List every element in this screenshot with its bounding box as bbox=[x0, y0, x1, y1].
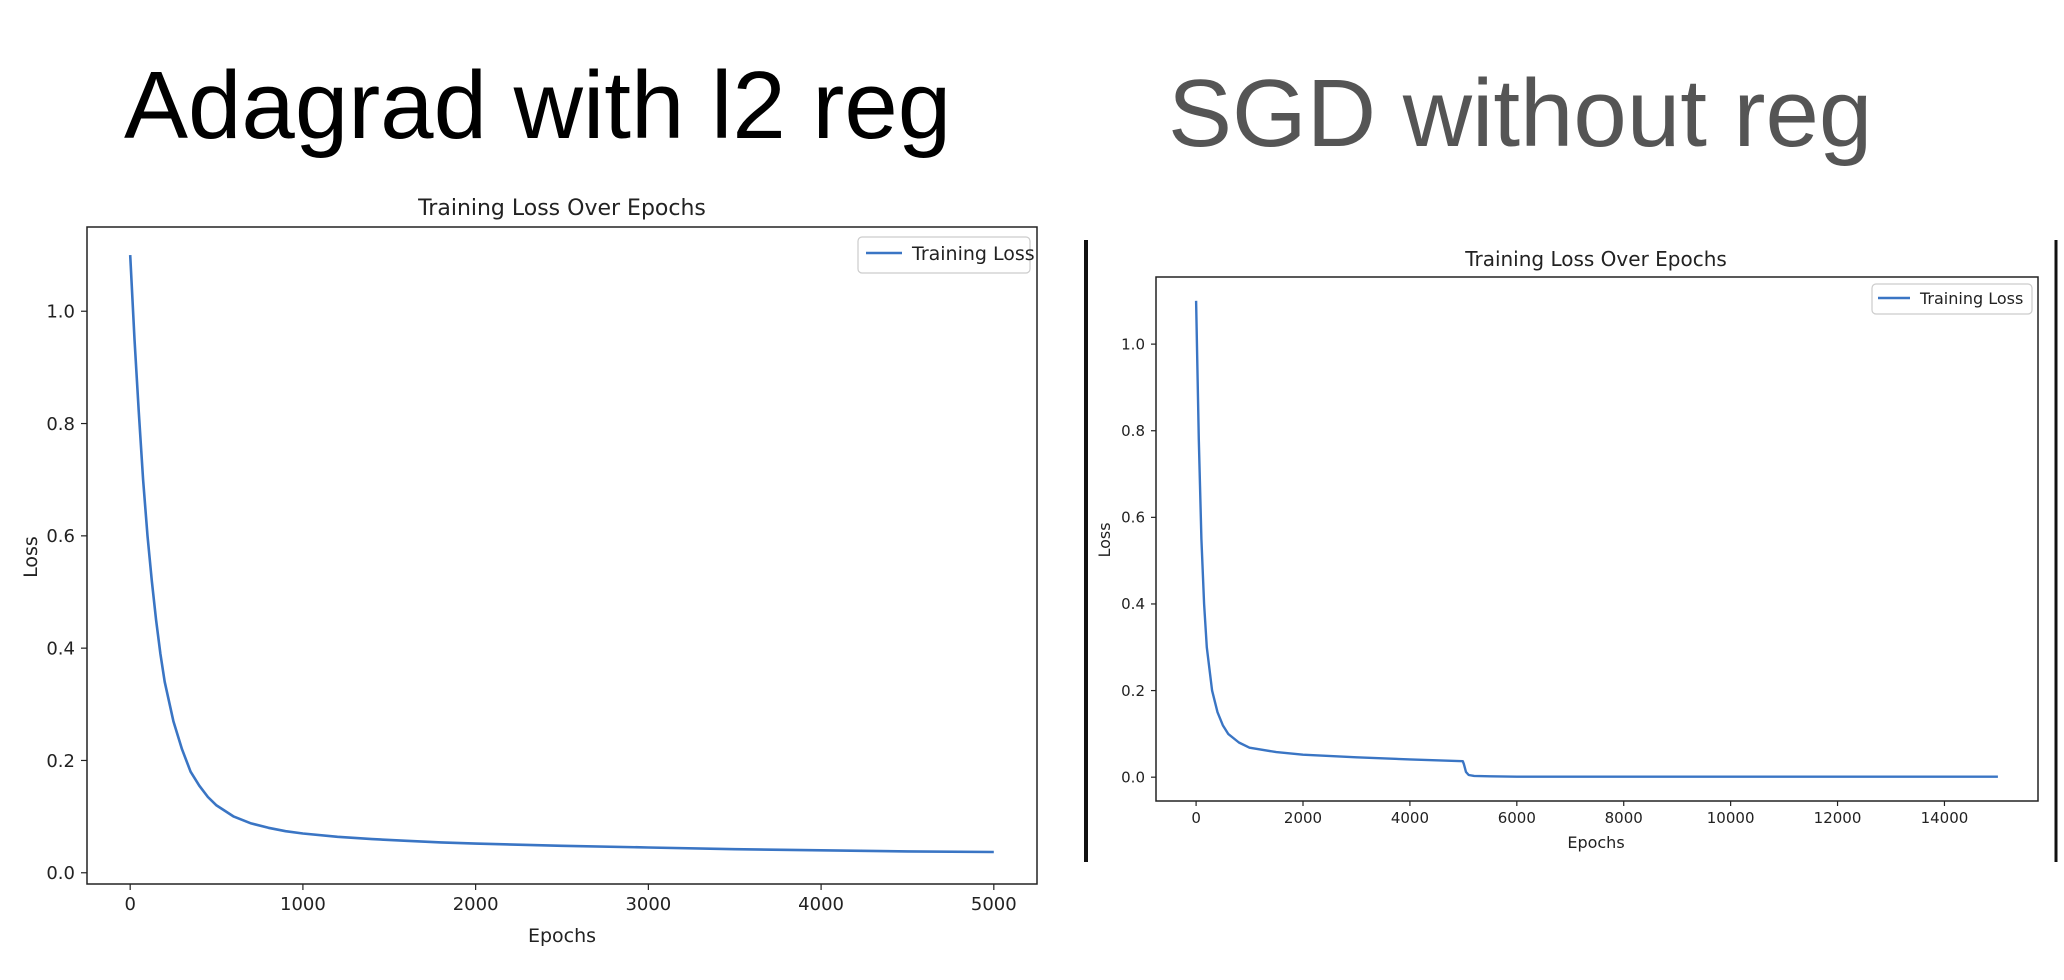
chart-right-y-tick-label: 0.6 bbox=[1121, 509, 1145, 527]
chart-right-y-tick-label: 0.4 bbox=[1121, 595, 1145, 613]
chart-left-x-tick-label: 4000 bbox=[798, 894, 844, 915]
chart-left-legend: Training Loss bbox=[857, 236, 1035, 274]
chart-right-plot-area bbox=[1155, 276, 2039, 802]
chart-left-y-tick-label: 0.0 bbox=[46, 863, 75, 884]
chart-right-x-tick-label: 4000 bbox=[1391, 809, 1429, 827]
chart-right-y-tick-label: 1.0 bbox=[1121, 335, 1145, 353]
chart-right-x-tick-label: 2000 bbox=[1284, 809, 1322, 827]
chart-left-y-tick-label: 0.4 bbox=[46, 638, 75, 659]
chart-right-legend-box bbox=[1871, 283, 2033, 315]
chart-right-legend-label: Training Loss bbox=[1919, 289, 2023, 308]
chart-left-x-ticks: 0 1000 2000 3000 4000 5000 bbox=[124, 884, 1017, 915]
chart-right-y-tick-label: 0.8 bbox=[1121, 422, 1145, 440]
slide-title-right: SGD without reg bbox=[1168, 60, 1873, 167]
chart-left-x-tick-label: 3000 bbox=[625, 894, 671, 915]
chart-left-x-axis-label: Epochs bbox=[528, 925, 596, 947]
chart-right-y-ticks: 0.0 0.2 0.4 0.6 0.8 1.0 bbox=[1121, 335, 1156, 786]
chart-left-title: Training Loss Over Epochs bbox=[417, 196, 706, 221]
chart-left-y-tick-label: 0.2 bbox=[46, 751, 75, 772]
chart-right-x-ticks: 0 2000 4000 6000 8000 10000 12000 14000 bbox=[1191, 801, 1968, 827]
chart-left-y-tick-label: 1.0 bbox=[46, 302, 75, 323]
slide-title-left: Adagrad with l2 reg bbox=[124, 52, 952, 159]
chart-right-x-tick-label: 14000 bbox=[1921, 809, 1969, 827]
chart-left-legend-label: Training Loss bbox=[911, 243, 1035, 265]
chart-left-plot-area bbox=[86, 226, 1038, 885]
chart-left-legend-box bbox=[857, 236, 1031, 274]
chart-left-training-loss-line bbox=[128, 255, 994, 854]
chart-right-training-loss-line bbox=[1194, 300, 1998, 778]
chart-left-x-tick-label: 2000 bbox=[453, 894, 499, 915]
chart-left-series bbox=[128, 255, 994, 854]
chart-right-series bbox=[1194, 300, 1998, 778]
chart-right-x-tick-label: 6000 bbox=[1498, 809, 1536, 827]
chart-right-x-tick-label: 0 bbox=[1191, 809, 1201, 827]
chart-right-legend: Training Loss bbox=[1871, 283, 2033, 315]
chart-right-title: Training Loss Over Epochs bbox=[1464, 247, 1727, 271]
chart-left-y-tick-label: 0.6 bbox=[46, 526, 75, 547]
chart-right-x-tick-label: 8000 bbox=[1605, 809, 1643, 827]
chart-right: Training Loss Over Epochs Epochs Loss 0 2… bbox=[1095, 247, 2039, 852]
chart-right-x-axis-label: Epochs bbox=[1567, 833, 1624, 852]
chart-left-y-ticks: 0.0 0.2 0.4 0.6 0.8 1.0 bbox=[46, 302, 87, 884]
chart-left-y-axis-label: Loss bbox=[20, 536, 42, 578]
chart-right-y-tick-label: 0.2 bbox=[1121, 682, 1145, 700]
chart-left-x-tick-label: 0 bbox=[124, 894, 135, 915]
chart-left-x-tick-label: 5000 bbox=[971, 894, 1017, 915]
chart-right-y-tick-label: 0.0 bbox=[1121, 768, 1145, 786]
chart-left-y-tick-label: 0.8 bbox=[46, 414, 75, 435]
chart-right-y-axis-label: Loss bbox=[1095, 522, 1114, 557]
chart-right-x-tick-label: 10000 bbox=[1707, 809, 1755, 827]
chart-left-x-tick-label: 1000 bbox=[280, 894, 326, 915]
chart-left: Training Loss Over Epochs Epochs Loss 0 1… bbox=[20, 196, 1038, 947]
chart-right-x-tick-label: 12000 bbox=[1814, 809, 1862, 827]
